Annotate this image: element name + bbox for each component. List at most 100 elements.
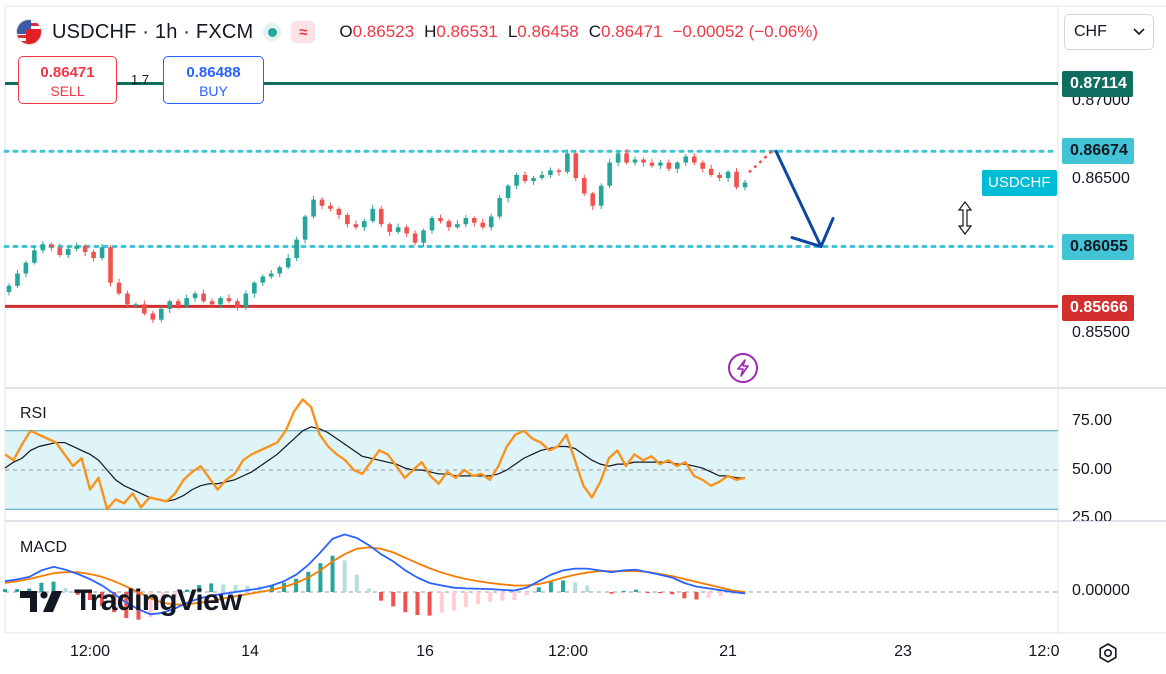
candle-body (658, 162, 663, 166)
candle-body (277, 267, 283, 274)
macd-histogram-bar (730, 592, 735, 595)
macd-histogram-bar (682, 592, 687, 599)
macd-histogram-bar (3, 589, 7, 592)
macd-histogram-bar (184, 589, 189, 592)
candle-body (285, 258, 291, 268)
macd-histogram-bar (718, 592, 723, 597)
candle-body (218, 298, 223, 305)
candle-body (556, 170, 562, 172)
candle-body (133, 304, 139, 306)
candle-body (463, 218, 469, 225)
lightning-icon[interactable] (728, 353, 758, 383)
symbol-title[interactable]: USDCHF · 1h · FXCM (52, 20, 254, 43)
macd-histogram-bar (391, 592, 396, 607)
indicators-toggle-icon[interactable]: ≈ (291, 21, 316, 43)
candle-body (446, 221, 452, 228)
candle-body (522, 174, 528, 182)
candle-body (192, 293, 198, 299)
candle-body (675, 162, 680, 169)
macd-histogram-bar (342, 560, 347, 592)
macd-histogram-bar (39, 582, 44, 592)
candle-body (565, 153, 570, 172)
candle-body (158, 308, 164, 320)
macd-histogram-bar (427, 592, 432, 616)
macd-label[interactable]: MACD (20, 539, 68, 556)
rsi-axis-label: 50.00 (1072, 461, 1113, 478)
projection-link (748, 150, 773, 174)
time-axis-label: 23 (894, 643, 912, 660)
candle-body (387, 224, 392, 232)
candle-body (243, 293, 249, 308)
candle-body (455, 224, 460, 228)
chart-legend: USDCHF · 1h · FXCM ≈ O0.86523 H0.86531 L… (16, 18, 818, 46)
macd-histogram-bar (209, 583, 214, 592)
macd-histogram-bar (51, 581, 56, 592)
tradingview-logo[interactable]: TradingView (20, 584, 242, 618)
candle-body (65, 248, 71, 255)
macd-histogram-bar (706, 592, 711, 598)
macd-histogram-bar (294, 578, 299, 592)
macd-histogram-bar (124, 592, 129, 618)
high-label: H (424, 22, 437, 41)
candle-body (175, 301, 181, 306)
macd-histogram-bar (415, 592, 420, 616)
macd-histogram-bar (245, 585, 250, 592)
settings-gear-icon[interactable] (1097, 642, 1119, 664)
macd-histogram-bar (585, 585, 590, 592)
spread-value: 1.7 (131, 72, 150, 87)
macd-histogram-bar (306, 571, 311, 592)
macd-histogram-bar (573, 582, 578, 592)
rsi-axis-label: 25.00 (1072, 509, 1113, 521)
macd-histogram-bar (112, 592, 117, 613)
macd-histogram-bar (500, 592, 505, 601)
lightning-glyph-icon (737, 359, 749, 377)
tradingview-logo-icon (20, 591, 62, 612)
candle-body (108, 247, 113, 283)
macd-histogram-bar (512, 592, 517, 601)
candle-body (40, 244, 46, 251)
macd-histogram-bar (100, 592, 105, 606)
candle-body (683, 156, 689, 163)
candle-body (353, 224, 359, 228)
candle-body (691, 156, 697, 163)
candle-body (142, 304, 147, 314)
candle-body (91, 251, 96, 259)
macd-histogram-bar (197, 585, 202, 592)
macd-histogram-bar (609, 592, 614, 594)
macd-histogram-bar (524, 592, 529, 596)
candle-body (184, 298, 189, 306)
macd-histogram-bar (136, 592, 141, 620)
macd-histogram-bar (379, 592, 384, 601)
candle-body (624, 153, 629, 163)
candle-body (378, 208, 384, 225)
candle-body (48, 244, 54, 248)
buy-price: 0.86488 (186, 64, 241, 81)
candle-body (649, 162, 655, 166)
macd-histogram-bar (75, 592, 80, 595)
macd-histogram-bar (269, 585, 274, 592)
rsi-signal-line (4, 426, 745, 502)
candle-body (742, 182, 748, 188)
sell-price: 0.86471 (40, 64, 95, 81)
symbol-tag: USDCHF (982, 170, 1057, 196)
currency-select[interactable]: CHF (1064, 14, 1154, 50)
candle-body (404, 227, 409, 234)
candle-body (32, 250, 37, 263)
candle-body (226, 298, 232, 302)
sell-button[interactable]: 0.86471 SELL (18, 56, 117, 104)
macd-histogram-bar (148, 592, 153, 618)
macd-histogram-bar (354, 574, 359, 592)
candle-body (6, 285, 12, 292)
buy-button[interactable]: 0.86488 BUY (163, 56, 264, 104)
candle-body (125, 293, 130, 305)
rsi-label[interactable]: RSI (20, 405, 47, 422)
macd-histogram-bar (160, 592, 165, 609)
candle-body (700, 162, 706, 169)
price-tag-lower-dotted: 0.86055 (1062, 234, 1134, 260)
candle-body (615, 153, 621, 163)
candle-body (734, 171, 739, 188)
price-tag-resistance: 0.87114 (1062, 71, 1133, 97)
macd-histogram-bar (27, 588, 32, 592)
